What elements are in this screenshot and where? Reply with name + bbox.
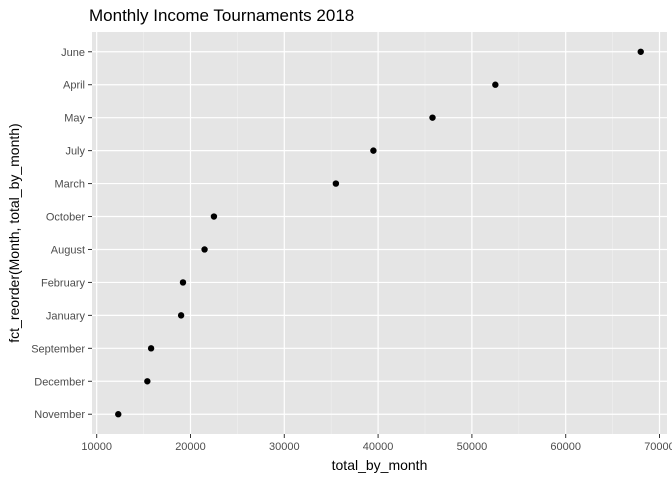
y-tick-label: November: [34, 409, 85, 421]
data-point: [115, 411, 122, 418]
x-tick-label: 70000: [644, 441, 672, 453]
x-axis: 10000 20000 30000 40000 50000 60000 70000: [81, 434, 672, 453]
y-tick-label: October: [46, 212, 85, 224]
x-tick-label: 50000: [457, 441, 488, 453]
y-tick-label: September: [31, 343, 85, 355]
y-tick-label: January: [46, 310, 86, 322]
data-point: [201, 246, 208, 253]
x-tick-label: 10000: [81, 441, 112, 453]
x-tick-label: 20000: [175, 441, 206, 453]
y-tick-label: February: [41, 277, 86, 289]
y-tick-label: June: [61, 47, 85, 59]
y-tick-label: July: [65, 146, 85, 158]
y-tick-label: April: [63, 80, 85, 92]
x-tick-label: 40000: [363, 441, 394, 453]
y-tick-label: May: [64, 113, 85, 125]
x-tick-label: 30000: [269, 441, 300, 453]
y-tick-label: August: [51, 244, 85, 256]
y-axis: November December September January February…: [31, 47, 92, 421]
chart-title: Monthly Income Tournaments 2018: [89, 6, 354, 25]
data-point: [332, 180, 340, 187]
x-axis-title: total_by_month: [332, 457, 428, 473]
data-point: [144, 378, 151, 385]
data-point: [637, 48, 644, 55]
data-point: [179, 279, 187, 286]
y-axis-title: fct_reorder(Month, total_by_month): [6, 123, 22, 342]
data-point: [429, 114, 436, 121]
data-point: [210, 213, 218, 220]
data-point: [177, 312, 185, 319]
data-point: [492, 81, 499, 88]
data-point: [147, 345, 155, 352]
grid: [92, 32, 667, 434]
x-tick-label: 60000: [550, 441, 581, 453]
y-tick-label: March: [54, 179, 85, 191]
data-point: [370, 147, 377, 154]
plot-panel: [92, 32, 667, 434]
y-tick-label: December: [34, 376, 85, 388]
points: [115, 48, 644, 418]
